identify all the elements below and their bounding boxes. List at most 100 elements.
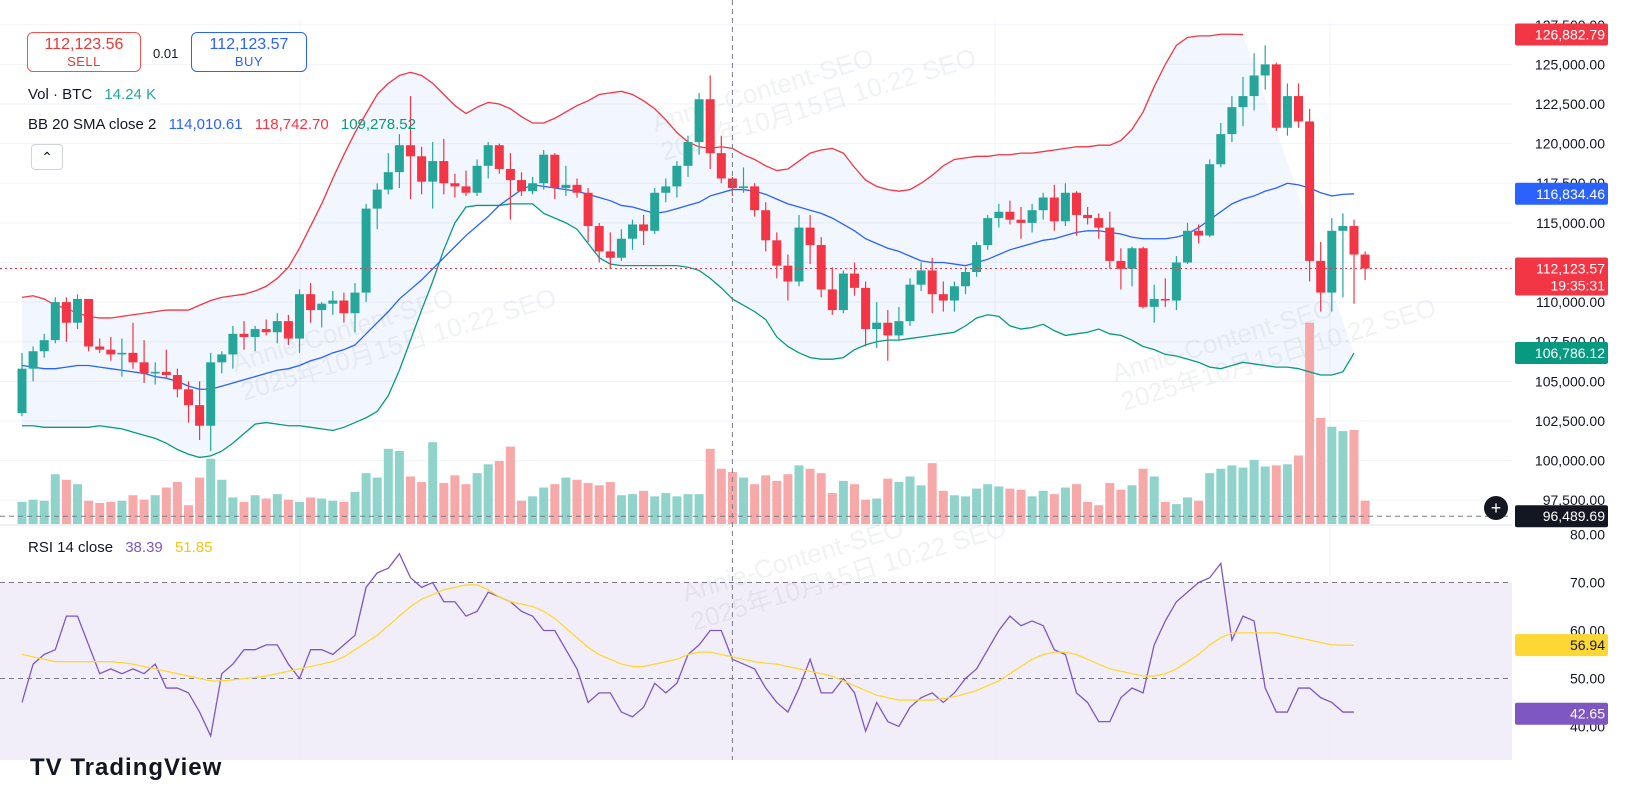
volume-bar — [361, 473, 371, 524]
candle-body — [672, 165, 682, 187]
candle-body — [1338, 226, 1348, 231]
candle-body — [850, 273, 859, 288]
volume-bar — [1027, 496, 1037, 524]
volume-bar — [1049, 494, 1059, 524]
volume-bar — [661, 493, 671, 524]
candle-body — [616, 238, 626, 258]
volume-legend[interactable]: Vol · BTC 14.24 K — [28, 86, 164, 103]
candle-body — [394, 145, 404, 173]
sell-price: 112,123.56 — [44, 36, 124, 53]
volume-bar — [450, 475, 460, 524]
candle-body — [95, 346, 105, 350]
buy-price: 112,123.57 — [209, 36, 289, 53]
candle-body — [1260, 64, 1270, 76]
candle-body — [1116, 260, 1126, 269]
candle-body — [84, 298, 94, 347]
candle-body — [295, 294, 304, 339]
volume-bar — [850, 484, 859, 524]
price-axis-tick: 100,000.00 — [1535, 453, 1605, 469]
rsi-ma-value: 51.85 — [174, 539, 213, 556]
bollinger-upper-line — [21, 33, 1244, 319]
candle-body — [505, 168, 515, 181]
candle-body — [50, 302, 60, 341]
volume-bar — [417, 481, 427, 524]
volume-bar — [406, 476, 415, 524]
candle-body — [1127, 248, 1137, 269]
price-label-bg — [1515, 257, 1608, 296]
rsi-legend[interactable]: RSI 14 close 38.39 51.85 — [28, 539, 220, 556]
candle-body — [1160, 298, 1170, 301]
volume-bar — [106, 501, 116, 524]
volume-bar — [972, 488, 982, 524]
collapse-legend-button[interactable]: ⌃ — [31, 144, 63, 170]
candle-body — [1238, 96, 1248, 108]
candle-body — [639, 224, 649, 231]
chevron-up-icon: ⌃ — [41, 149, 53, 165]
candle-body — [761, 210, 771, 241]
candle-body — [517, 180, 526, 192]
volume-bar — [1171, 504, 1181, 524]
add-plus-icon[interactable]: + — [1484, 496, 1508, 520]
volume-bar — [1349, 430, 1359, 524]
candle-body — [983, 218, 993, 246]
price-label-bg — [1515, 342, 1608, 365]
price-label: 116,834.46 — [1536, 186, 1605, 202]
volume-bar — [505, 446, 515, 524]
candle-body — [272, 321, 282, 333]
volume-legend-name: Vol · BTC — [28, 86, 93, 103]
candle-body — [539, 154, 549, 184]
volume-bar — [572, 479, 582, 524]
volume-bar — [250, 495, 260, 524]
volume-bar — [550, 484, 560, 524]
candle-body — [439, 161, 449, 184]
volume-bar — [805, 468, 815, 524]
price-axis-tick: 125,000.00 — [1535, 56, 1605, 72]
candle-body — [428, 161, 438, 182]
price-axis-tick: 105,000.00 — [1535, 373, 1605, 389]
price-label: 96,489.69 — [1543, 508, 1605, 524]
candle-body — [916, 270, 926, 285]
candle-body — [1205, 164, 1215, 236]
bollinger-legend[interactable]: BB 20 SMA close 2 114,010.61 118,742.70 … — [28, 116, 424, 133]
candle-body — [683, 142, 693, 166]
volume-bar — [938, 490, 948, 524]
volume-bar — [1327, 426, 1337, 524]
rsi-legend-name: RSI 14 close — [28, 539, 114, 556]
candle-body — [117, 352, 127, 355]
rsi-label: 42.65 — [1570, 706, 1605, 722]
bb-lower-value: 109,278.52 — [340, 116, 416, 133]
candle-body — [450, 183, 460, 187]
candle-body — [172, 375, 182, 390]
volume-bar — [1260, 466, 1270, 524]
bollinger-fill — [22, 34, 1354, 458]
volume-bar — [1094, 505, 1104, 524]
candle-body — [805, 227, 815, 246]
candle-body — [872, 322, 882, 330]
volume-bar — [439, 483, 449, 524]
rsi-axis-tick: 70.00 — [1570, 575, 1605, 591]
candle-body — [705, 99, 715, 154]
candle-body — [17, 368, 27, 414]
volume-bar — [1016, 489, 1026, 524]
volume-bar — [916, 485, 926, 524]
volume-bar — [483, 464, 493, 524]
volume-bar — [1216, 468, 1226, 524]
volume-bar — [1305, 322, 1315, 524]
volume-bar — [150, 495, 160, 524]
volume-bar — [350, 491, 360, 524]
buy-button[interactable]: 112,123.57 BUY — [191, 32, 307, 72]
volume-bar — [117, 500, 127, 524]
candle-body — [628, 224, 637, 239]
candle-body — [1183, 230, 1192, 263]
volume-bar — [1205, 473, 1215, 524]
candle-body — [28, 351, 38, 369]
candle-body — [317, 303, 327, 311]
candle-body — [1171, 262, 1181, 301]
candle-body — [838, 273, 848, 311]
sell-button[interactable]: 112,123.56 SELL — [27, 32, 141, 72]
price-axis-tick: 120,000.00 — [1535, 136, 1605, 152]
price-label: 106,786.12 — [1535, 345, 1605, 361]
candle-body — [283, 321, 293, 339]
volume-bar — [1072, 484, 1081, 524]
